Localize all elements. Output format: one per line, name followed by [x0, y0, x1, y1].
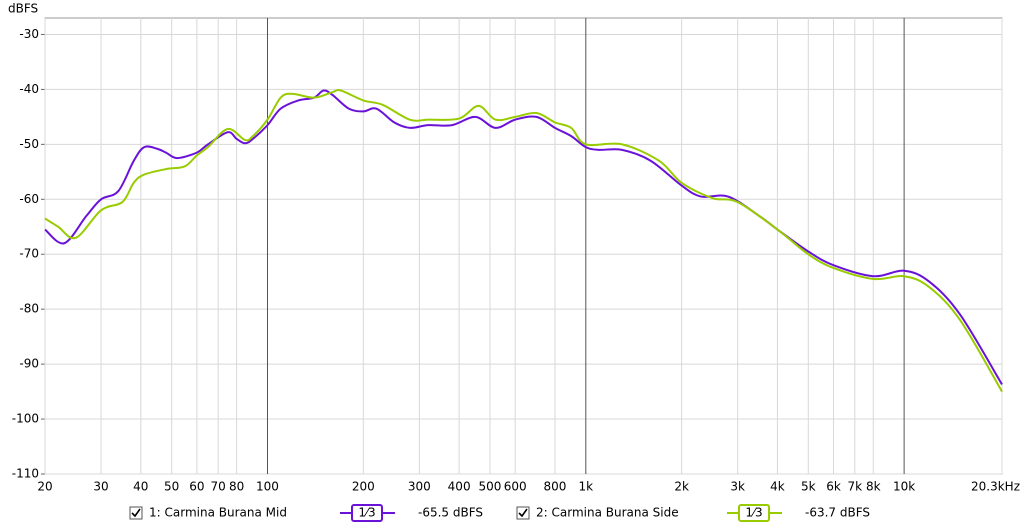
legend-checkbox[interactable] — [129, 506, 143, 520]
x-tick-label: 400 — [448, 480, 471, 494]
y-tick-label: -50 — [19, 137, 39, 151]
y-tick-label: -110 — [12, 467, 39, 481]
x-tick-label: 50 — [164, 480, 179, 494]
x-tick-label: 100 — [256, 480, 279, 494]
x-tick-label: 6k — [826, 480, 841, 494]
plot-area — [44, 17, 1003, 475]
x-tick-label: 2k — [674, 480, 689, 494]
data-line — [44, 89, 1003, 393]
y-tick-label: -90 — [19, 357, 39, 371]
smoothing-box[interactable] — [351, 504, 383, 522]
x-tick-label: 3k — [730, 480, 745, 494]
legend-level: -65.5 dBFS — [418, 506, 483, 520]
y-tick-label: -80 — [19, 302, 39, 316]
legend-checkbox[interactable] — [516, 506, 530, 520]
x-tick-label: 7k — [848, 480, 863, 494]
legend-level: -63.7 dBFS — [805, 506, 870, 520]
legend-label: 2: Carmina Burana Side — [536, 506, 679, 520]
x-tick-label: 8k — [866, 480, 881, 494]
smoothing-box[interactable] — [738, 504, 770, 522]
x-tick-label: 1k — [579, 480, 594, 494]
x-tick-label: 70 — [211, 480, 226, 494]
x-tick-label: 5k — [801, 480, 816, 494]
x-tick-label: 20.3kHz — [971, 480, 1020, 494]
x-tick-label: 300 — [408, 480, 431, 494]
x-tick-label: 4k — [770, 480, 785, 494]
checkmark — [518, 508, 528, 518]
y-tick-label: -100 — [12, 412, 39, 426]
checkmark — [131, 508, 141, 518]
x-tick-label: 200 — [352, 480, 375, 494]
x-tick-label: 600 — [504, 480, 527, 494]
x-tick-label: 60 — [189, 480, 204, 494]
y-axis-label: dBFS — [8, 2, 38, 16]
legend-label: 1: Carmina Burana Mid — [149, 506, 287, 520]
y-tick-label: -40 — [19, 82, 39, 96]
x-tick-label: 20 — [37, 480, 52, 494]
smoothing-label: 1⁄3 — [358, 506, 375, 520]
y-tick-label: -70 — [19, 247, 39, 261]
y-tick-label: -60 — [19, 192, 39, 206]
x-tick-label: 40 — [133, 480, 148, 494]
x-tick-label: 10k — [893, 480, 915, 494]
x-tick-label: 30 — [93, 480, 108, 494]
x-tick-label: 800 — [544, 480, 567, 494]
x-tick-label: 500 — [479, 480, 502, 494]
y-tick-label: -30 — [19, 27, 39, 41]
smoothing-label: 1⁄3 — [745, 506, 762, 520]
x-tick-label: 80 — [229, 480, 244, 494]
